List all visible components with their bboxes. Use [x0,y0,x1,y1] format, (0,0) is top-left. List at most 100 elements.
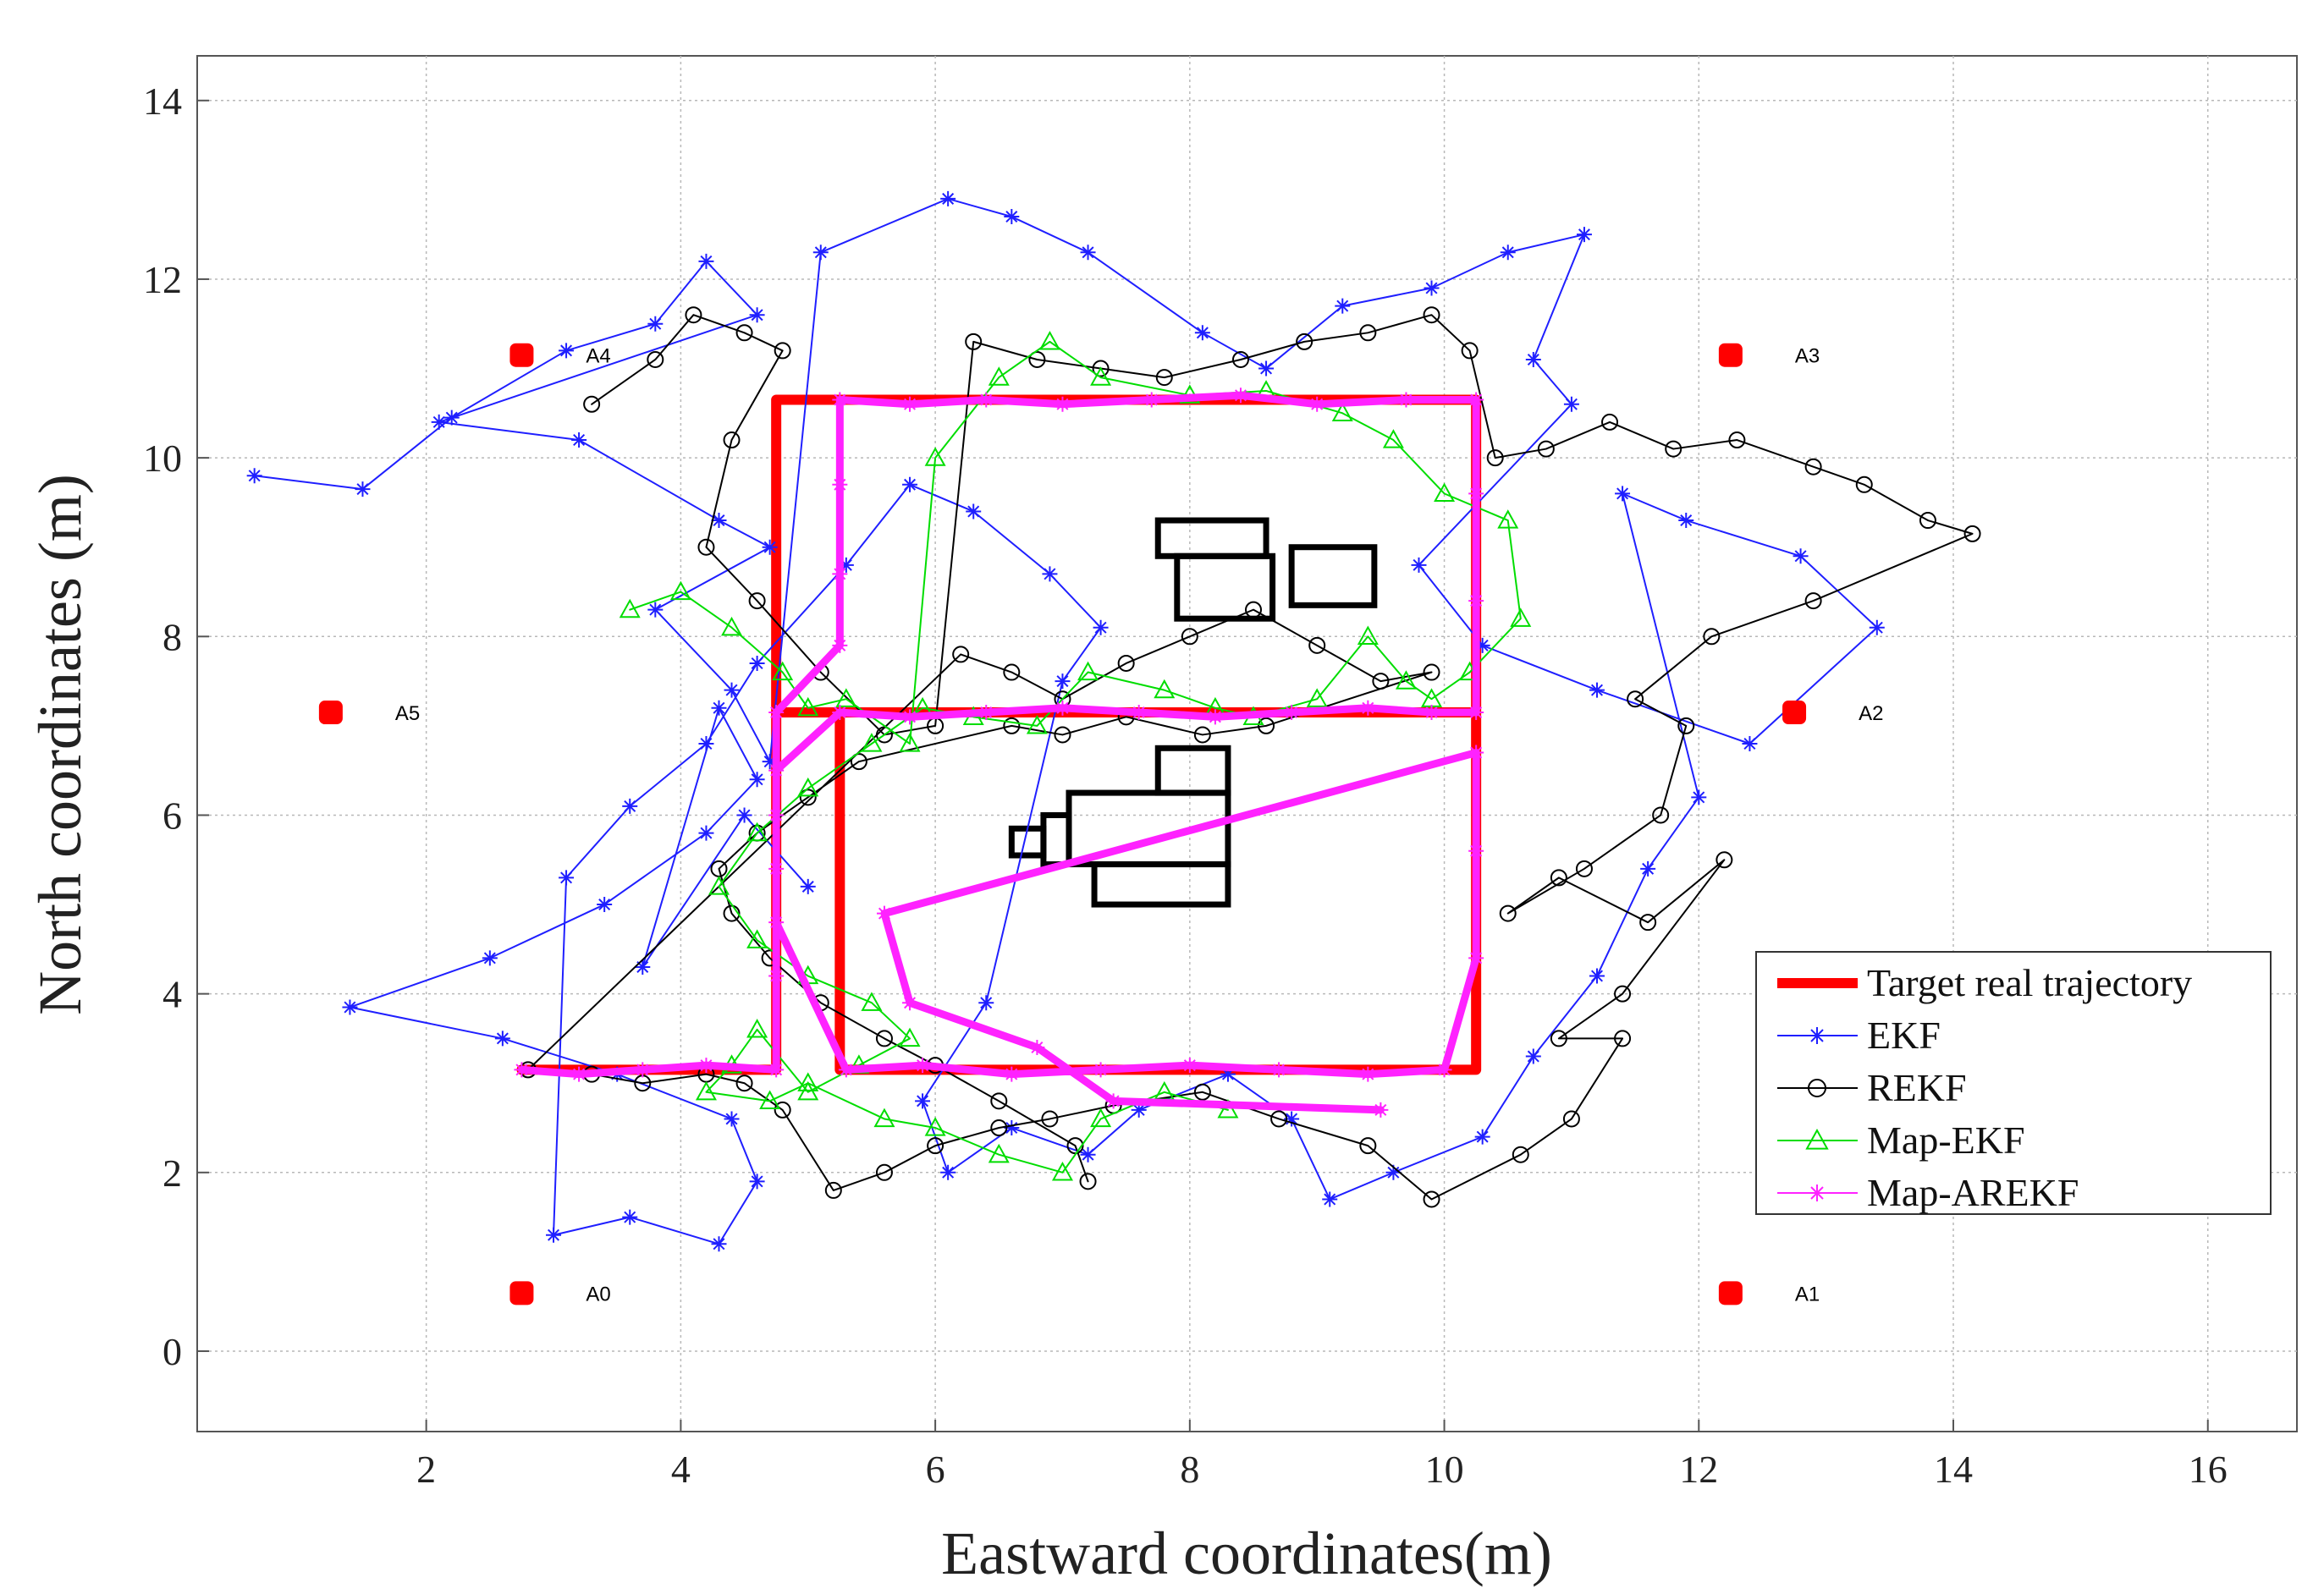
data-point [355,481,371,497]
data-point [768,807,785,823]
data-point [1809,1185,1826,1201]
data-point [1284,1111,1300,1127]
x-tick-label: 4 [671,1448,691,1491]
data-point [342,999,358,1015]
data-point [927,1137,944,1155]
data-point [1665,440,1682,458]
data-point [1004,1066,1020,1082]
data-point [698,825,714,841]
data-point [768,860,785,877]
tick-labels: 2 4 6 8 10 12 14 16 0 2 4 6 8 10 12 14 [143,80,2228,1491]
data-point [546,1227,562,1243]
data-point [1398,392,1414,408]
data-point [1500,245,1516,261]
data-point [902,396,918,412]
data-point [1090,1108,1112,1128]
data-point [1510,607,1532,627]
data-point [746,929,768,948]
data-point [1092,360,1110,377]
data-point [1207,709,1223,725]
data-point [1360,700,1376,716]
data-point [1715,851,1733,869]
data-point [1434,482,1456,503]
anchor-label: A5 [395,702,420,725]
data-point [1576,227,1592,243]
data-point [711,700,727,716]
data-point [1474,1129,1490,1145]
y-tick-label: 0 [162,1330,182,1373]
data-point [1678,513,1694,529]
data-point [800,878,816,894]
series-ekf [246,190,1885,1252]
legend-label: Map-AREKF [1867,1171,2079,1214]
data-point [1041,1110,1059,1128]
data-point [1003,717,1021,734]
data-point [619,598,641,618]
data-point [1077,661,1099,681]
data-point [494,1031,510,1047]
data-point [1284,705,1300,721]
data-point [924,447,946,466]
data-point [832,392,848,408]
data-point [1963,525,1981,542]
data-point [1193,726,1211,744]
data-point [1028,350,1046,368]
data-point [1525,1048,1541,1064]
data-point [768,762,785,778]
data-point [1805,1128,1829,1150]
data-point [1919,512,1936,530]
data-point [1563,396,1579,412]
data-point [1117,654,1135,672]
data-point [1474,637,1490,653]
legend-item: Target real trajectory [1777,961,2192,1004]
data-point [873,1108,895,1128]
data-point [1026,715,1048,734]
anchor-marker [1782,701,1807,725]
data-point [1331,402,1353,421]
anchors: A0 A1 A2 A3 A4 A5 [318,343,1883,1305]
data-point [1055,396,1071,412]
data-point [669,580,691,601]
anchor-marker [509,1281,534,1305]
data-point [902,995,918,1011]
data-point [736,807,752,823]
data-point [978,392,994,408]
data-point [924,1117,946,1136]
data-point [774,1101,791,1119]
data-point [835,688,857,707]
data-point [1627,690,1644,708]
x-axis-label: Eastward coordinates(m) [941,1520,1552,1587]
data-point [1181,1058,1198,1074]
data-point [861,733,883,752]
data-point [940,1164,956,1180]
data-point [1335,298,1351,314]
data-point [1090,366,1112,386]
data-point [940,190,956,206]
data-point [1468,486,1484,502]
data-point [966,503,982,519]
data-point [875,1030,893,1047]
data-point [797,1072,819,1091]
data-point [1601,413,1619,431]
x-tick-label: 16 [2189,1448,2228,1491]
data-point [797,777,819,797]
data-point [1309,396,1325,412]
data-point [1486,449,1504,467]
data-point [1270,1110,1288,1128]
data-point [832,476,848,492]
anchor-label: A0 [586,1283,610,1305]
data-point [1468,593,1484,609]
data-point [965,333,983,350]
data-point [759,1090,781,1109]
data-point [1614,985,1632,1003]
anchor-marker [1718,1281,1743,1305]
data-point [876,905,892,921]
data-point [832,566,848,582]
data-point [1575,860,1593,877]
data-point [1322,1191,1338,1207]
anchor-marker [509,343,534,367]
data-point [1411,557,1427,573]
data-point [1004,1120,1020,1136]
data-point [1296,333,1313,350]
data-point [1614,1030,1632,1047]
